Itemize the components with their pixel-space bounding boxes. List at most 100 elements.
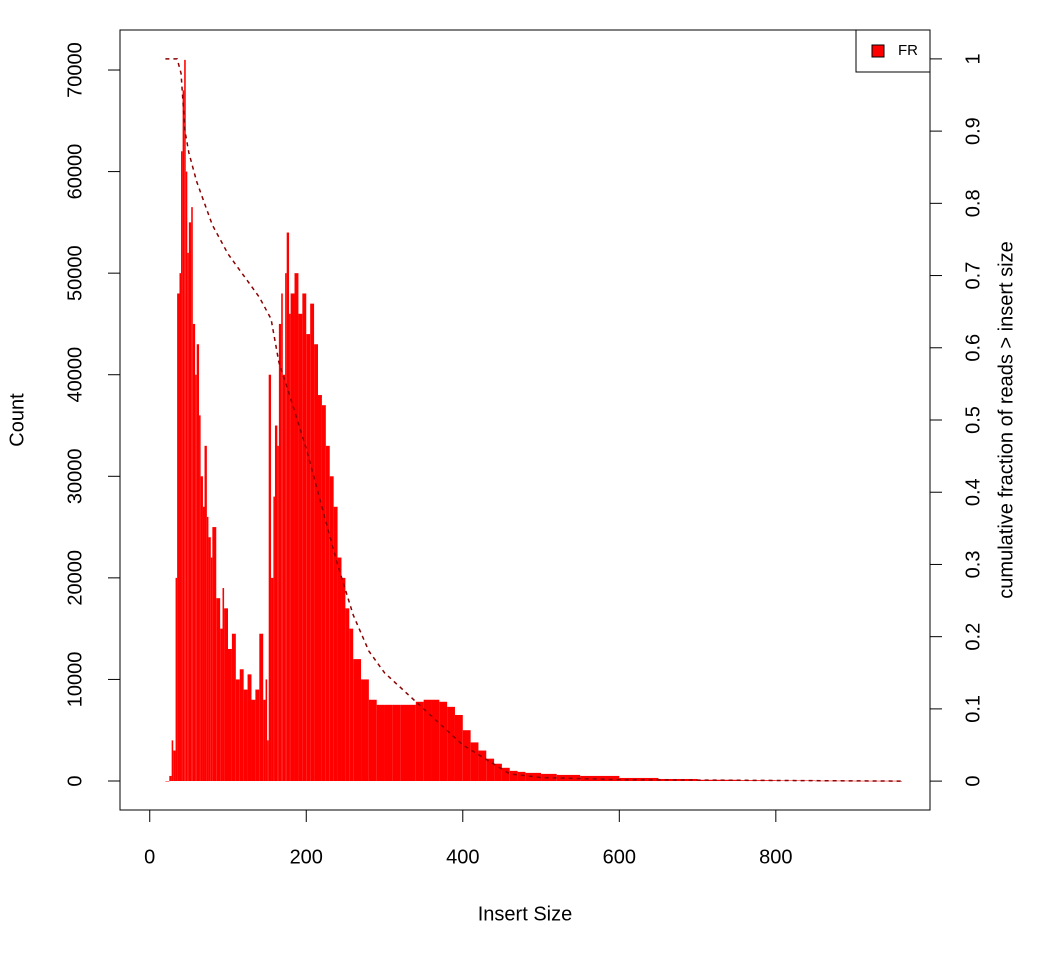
x-axis-label: Insert Size [478, 903, 572, 925]
y2-axis-label: cumulative fraction of reads > insert si… [995, 241, 1017, 598]
bar [486, 758, 495, 782]
bar [199, 415, 201, 782]
y2-tick-label: 0 [962, 776, 984, 787]
y2-tick-label: 0.1 [962, 695, 984, 723]
y2-tick-label: 0.5 [962, 406, 984, 434]
bar [298, 313, 303, 782]
bar [697, 779, 737, 782]
bar [854, 780, 902, 782]
bar [195, 374, 197, 782]
bar [220, 628, 223, 782]
bar [447, 706, 455, 782]
bar [265, 679, 268, 782]
bar [177, 293, 180, 782]
bar [454, 714, 463, 782]
bar [901, 781, 903, 782]
y-tick-label: 70000 [64, 42, 86, 98]
y2-tick-label: 0.4 [962, 478, 984, 506]
bar [341, 577, 346, 782]
y-tick-label: 0 [64, 775, 86, 786]
y2-tick-label: 0.6 [962, 334, 984, 362]
y2-tick-label: 0.3 [962, 551, 984, 579]
y-tick-label: 50000 [64, 245, 86, 301]
bar [337, 557, 342, 782]
bar [517, 771, 526, 782]
bar [191, 207, 193, 782]
x-tick-label: 200 [290, 846, 323, 868]
bar [282, 374, 286, 782]
bar [171, 740, 174, 782]
y-tick-label: 60000 [64, 144, 86, 200]
bar [310, 303, 315, 782]
bar [165, 781, 170, 782]
bar [478, 750, 487, 782]
bar [353, 659, 362, 782]
y-axis-label: Count [6, 393, 28, 447]
bar [263, 699, 266, 782]
bar [255, 689, 260, 782]
bar [231, 633, 236, 782]
bar [184, 59, 186, 782]
bar [349, 628, 354, 782]
bar [267, 740, 269, 782]
bar [400, 704, 408, 782]
bar [185, 171, 188, 782]
legend-label: FR [898, 42, 918, 59]
legend-box [855, 29, 931, 73]
bar [278, 323, 282, 782]
bar [619, 777, 659, 782]
bar [392, 704, 401, 782]
bar [228, 648, 232, 782]
bar [423, 699, 432, 782]
bar [175, 577, 178, 782]
bar [206, 516, 209, 782]
bar [169, 775, 172, 782]
bar [173, 750, 176, 782]
y-tick-label: 20000 [64, 550, 86, 606]
bar [235, 679, 240, 782]
bar [321, 405, 326, 782]
bar [281, 293, 283, 782]
bar [274, 425, 278, 782]
y-tick-label: 40000 [64, 347, 86, 403]
bar [224, 608, 228, 782]
bar [179, 273, 182, 782]
bar [289, 313, 291, 782]
cumulative-line [165, 58, 902, 782]
bar [285, 273, 287, 782]
bar [494, 763, 502, 782]
bar [222, 588, 225, 782]
bar [302, 293, 307, 782]
bar [200, 476, 203, 782]
y2-tick-label: 0.2 [962, 623, 984, 651]
bar [247, 674, 252, 782]
y2-tick-label: 1 [962, 53, 984, 64]
bar [462, 730, 471, 782]
x-tick-label: 0 [144, 846, 155, 868]
bar [431, 699, 440, 782]
bar [277, 445, 279, 782]
bar [501, 767, 510, 782]
bar [509, 770, 518, 782]
bar [208, 537, 211, 782]
bar [580, 775, 620, 782]
bar [239, 669, 244, 782]
x-tick-label: 800 [759, 846, 792, 868]
bar [286, 232, 290, 782]
bar [541, 773, 557, 782]
bar [210, 557, 213, 782]
bar [408, 704, 416, 782]
bar [345, 608, 350, 782]
bar [415, 701, 424, 782]
bar [294, 273, 299, 782]
bar [202, 506, 205, 782]
bar [376, 704, 385, 782]
y-tick-label: 30000 [64, 448, 86, 504]
bar [325, 445, 330, 782]
bar [368, 699, 377, 782]
bar [204, 445, 207, 782]
x-tick-label: 400 [446, 846, 479, 868]
bar [259, 633, 264, 782]
bar [212, 527, 217, 782]
bar [556, 774, 581, 782]
